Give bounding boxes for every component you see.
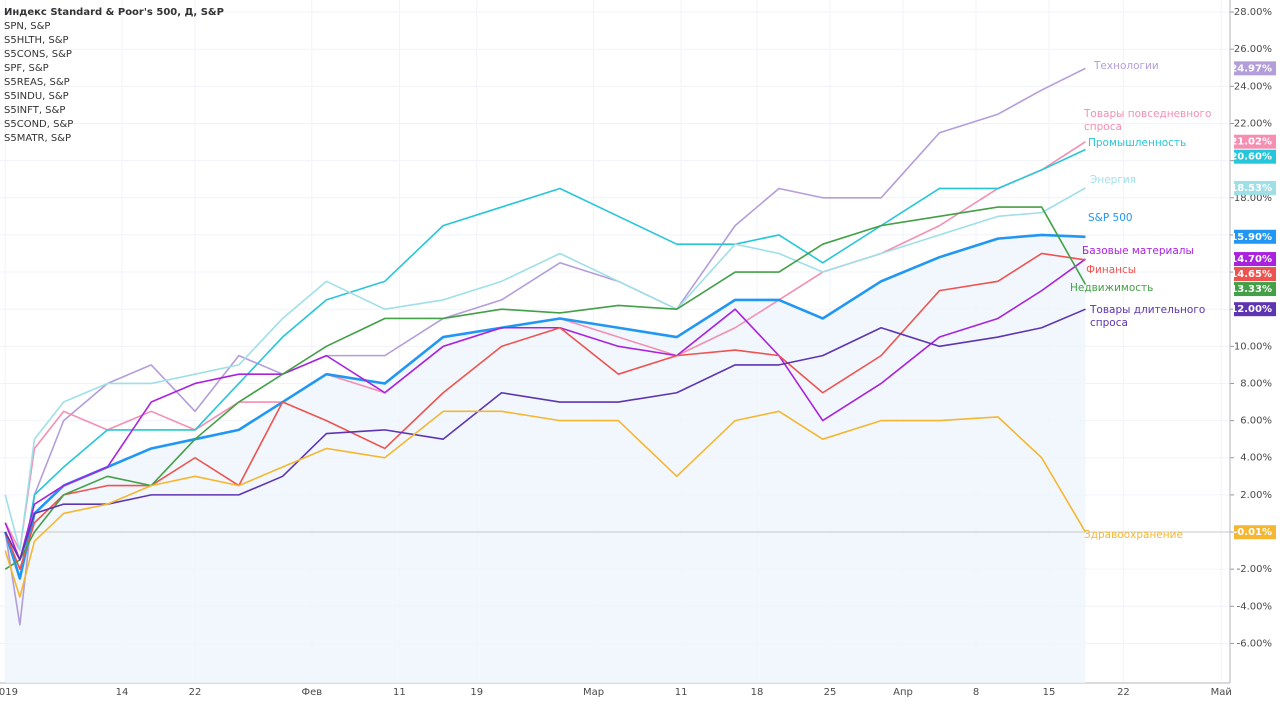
x-tick-label: Апр bbox=[893, 687, 913, 698]
series-name: Энергия bbox=[1090, 174, 1136, 186]
x-tick-label: 11 bbox=[675, 687, 688, 698]
value-label: 15.90% bbox=[1230, 232, 1272, 243]
area bbox=[5, 234, 1086, 683]
series-name: Товары повседневного спроса bbox=[1084, 108, 1212, 133]
value-label: 24.97% bbox=[1230, 63, 1272, 74]
value-label: 14.70% bbox=[1230, 254, 1272, 265]
series-line bbox=[4, 187, 1086, 552]
value-box bbox=[1234, 302, 1276, 317]
value-box bbox=[1234, 525, 1276, 540]
y-tick-label: 26.00% bbox=[1234, 44, 1272, 55]
series-name: Недвижимость bbox=[1070, 282, 1154, 294]
series-name: Базовые материалы bbox=[1082, 245, 1194, 257]
value-label: -0.01% bbox=[1233, 527, 1272, 538]
series-line bbox=[4, 258, 1086, 561]
x-tick-label: Май bbox=[1211, 687, 1232, 698]
y-tick-label: 22.00% bbox=[1234, 118, 1272, 129]
y-tick-label: 6.00% bbox=[1240, 416, 1272, 427]
series-name: Промышленность bbox=[1088, 137, 1187, 149]
x-tick-label: 15 bbox=[1043, 687, 1056, 698]
series-line bbox=[4, 410, 1087, 598]
symbol-label: S5INFT, S&P bbox=[4, 105, 66, 116]
symbol-label: SPN, S&P bbox=[4, 21, 51, 32]
y-tick-label: 2.00% bbox=[1240, 490, 1272, 501]
x-tick-label: 2019 bbox=[0, 687, 18, 698]
x-tick-label: 19 bbox=[470, 687, 483, 698]
symbol-label: S5HLTH, S&P bbox=[4, 35, 69, 46]
series-line bbox=[4, 308, 1086, 561]
x-tick-label: 22 bbox=[189, 687, 202, 698]
y-tick-label: -6.00% bbox=[1237, 638, 1272, 649]
symbol-label: S5MATR, S&P bbox=[4, 133, 71, 144]
value-label: 13.33% bbox=[1230, 284, 1272, 295]
symbol-label: S5CONS, S&P bbox=[4, 49, 72, 60]
symbol-label: S5INDU, S&P bbox=[4, 91, 69, 102]
y-tick-label: -4.00% bbox=[1237, 601, 1272, 612]
value-label: 18.53% bbox=[1230, 183, 1272, 194]
series-line bbox=[4, 67, 1086, 626]
x-tick-label: 22 bbox=[1117, 687, 1130, 698]
series-name: Здравоохранение bbox=[1084, 529, 1183, 541]
x-tick-label: 14 bbox=[116, 687, 129, 698]
x-tick-label: Мар bbox=[583, 687, 604, 698]
y-tick-label: 24.00% bbox=[1234, 81, 1272, 92]
series-name: Товары длительного спроса bbox=[1090, 304, 1206, 329]
y-tick-label: 28.00% bbox=[1234, 7, 1272, 18]
value-label: 20.60% bbox=[1230, 152, 1272, 163]
y-tick-label: -2.00% bbox=[1237, 564, 1272, 575]
series-line bbox=[4, 252, 1086, 570]
series-line bbox=[4, 148, 1086, 580]
y-tick-label: 4.00% bbox=[1240, 453, 1272, 464]
x-tick-label: 25 bbox=[824, 687, 837, 698]
value-box bbox=[1234, 180, 1276, 195]
value-box bbox=[1234, 149, 1276, 164]
y-tick-label: 18.00% bbox=[1234, 193, 1272, 204]
value-label: 21.02% bbox=[1230, 137, 1272, 148]
symbol-label: Индекс Standard & Poor's 500, Д, S&P bbox=[4, 7, 224, 18]
series-line bbox=[4, 206, 1087, 570]
y-tick-label: 8.00% bbox=[1240, 378, 1272, 389]
value-box bbox=[1234, 252, 1276, 267]
value-label: 14.65% bbox=[1230, 269, 1272, 280]
value-label: 12.00% bbox=[1230, 304, 1272, 315]
value-box bbox=[1234, 229, 1276, 244]
value-box bbox=[1234, 61, 1276, 76]
symbol-label: SPF, S&P bbox=[4, 63, 49, 74]
series-name: S&P 500 bbox=[1088, 212, 1133, 224]
symbol-label: S5COND, S&P bbox=[4, 119, 74, 130]
x-tick-label: 11 bbox=[393, 687, 406, 698]
series-name: Технологии bbox=[1094, 60, 1159, 72]
x-tick-label: Фев bbox=[301, 687, 322, 698]
series-name: Финансы bbox=[1086, 264, 1137, 276]
x-tick-label: 8 bbox=[973, 687, 979, 698]
x-tick-label: 18 bbox=[751, 687, 764, 698]
value-box bbox=[1234, 267, 1276, 282]
y-tick-label: 10.00% bbox=[1234, 341, 1272, 352]
value-box bbox=[1234, 134, 1276, 149]
value-box bbox=[1234, 282, 1276, 297]
symbol-label: S5REAS, S&P bbox=[4, 77, 70, 88]
